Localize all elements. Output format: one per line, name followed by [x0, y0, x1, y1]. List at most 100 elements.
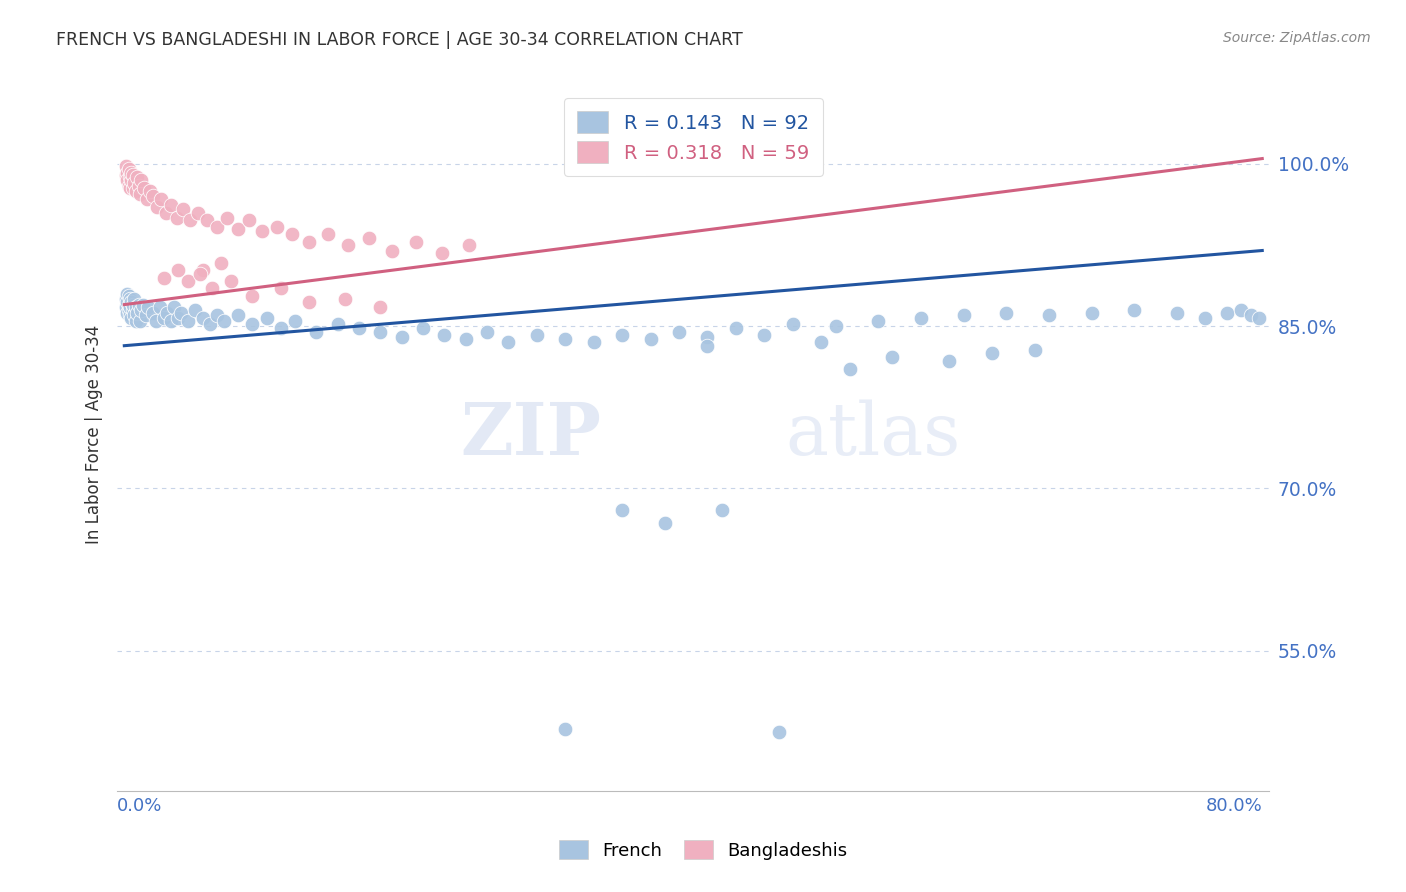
Point [118, 169, 141, 184]
Point [131, 303, 153, 318]
Point [127, 169, 149, 184]
Point [1024, 343, 1046, 357]
Point [582, 335, 605, 350]
Point [1240, 309, 1263, 323]
Point [391, 330, 413, 344]
Point [117, 289, 139, 303]
Point [160, 198, 183, 212]
Point [120, 310, 142, 325]
Point [668, 325, 690, 339]
Point [142, 189, 165, 203]
Point [153, 270, 176, 285]
Point [191, 310, 214, 325]
Point [172, 202, 194, 217]
Point [238, 213, 260, 227]
Point [114, 168, 136, 182]
Point [640, 332, 662, 346]
Point [696, 330, 718, 344]
Point [868, 314, 890, 328]
Point [125, 314, 148, 328]
Point [184, 303, 207, 318]
Point [240, 317, 263, 331]
Point [526, 327, 548, 342]
Point [121, 181, 143, 195]
Point [270, 321, 292, 335]
Point [115, 166, 138, 180]
Point [114, 300, 136, 314]
Point [125, 300, 148, 314]
Point [134, 181, 156, 195]
Point [121, 297, 143, 311]
Point [117, 178, 139, 193]
Legend: French, Bangladeshis: French, Bangladeshis [551, 832, 855, 867]
Point [938, 354, 960, 368]
Point [1080, 306, 1102, 320]
Point [115, 286, 138, 301]
Point [120, 295, 142, 310]
Point [882, 350, 904, 364]
Point [115, 306, 138, 320]
Point [205, 309, 228, 323]
Point [252, 224, 274, 238]
Point [457, 238, 479, 252]
Point [768, 724, 790, 739]
Point [170, 306, 193, 320]
Point [281, 227, 304, 242]
Point [754, 327, 776, 342]
Point [125, 184, 148, 198]
Point [114, 159, 136, 173]
Point [266, 219, 288, 234]
Y-axis label: In Labor Force | Age 30-34: In Labor Force | Age 30-34 [86, 325, 103, 544]
Point [121, 168, 143, 182]
Point [129, 187, 152, 202]
Point [256, 310, 278, 325]
Text: 80.0%: 80.0% [1205, 797, 1263, 814]
Point [167, 263, 190, 277]
Point [136, 192, 159, 206]
Point [132, 297, 155, 311]
Point [952, 309, 974, 323]
Point [201, 281, 224, 295]
Point [177, 314, 200, 328]
Point [910, 310, 932, 325]
Point [122, 177, 145, 191]
Point [370, 300, 392, 314]
Point [810, 335, 832, 350]
Point [129, 314, 152, 328]
Point [610, 503, 633, 517]
Text: ZIP: ZIP [460, 399, 602, 470]
Point [118, 300, 141, 314]
Point [1038, 309, 1060, 323]
Point [838, 362, 860, 376]
Point [333, 292, 356, 306]
Point [347, 321, 370, 335]
Text: atlas: atlas [786, 399, 960, 470]
Text: 0.0%: 0.0% [117, 797, 163, 814]
Point [187, 205, 209, 219]
Point [696, 339, 718, 353]
Legend: R = 0.143   N = 92, R = 0.318   N = 59: R = 0.143 N = 92, R = 0.318 N = 59 [564, 98, 823, 177]
Point [270, 281, 292, 295]
Point [142, 306, 165, 320]
Point [284, 314, 307, 328]
Point [128, 297, 150, 311]
Point [146, 200, 169, 214]
Point [995, 306, 1018, 320]
Point [131, 173, 153, 187]
Point [1230, 303, 1253, 318]
Text: FRENCH VS BANGLADESHI IN LABOR FORCE | AGE 30-34 CORRELATION CHART: FRENCH VS BANGLADESHI IN LABOR FORCE | A… [56, 31, 742, 49]
Point [153, 310, 176, 325]
Point [115, 173, 138, 187]
Point [177, 274, 200, 288]
Point [1249, 310, 1271, 325]
Point [117, 297, 139, 311]
Point [191, 263, 214, 277]
Point [226, 222, 249, 236]
Point [240, 289, 263, 303]
Point [610, 327, 633, 342]
Point [298, 235, 321, 249]
Point [357, 230, 380, 244]
Point [122, 292, 145, 306]
Point [166, 211, 188, 225]
Point [433, 327, 456, 342]
